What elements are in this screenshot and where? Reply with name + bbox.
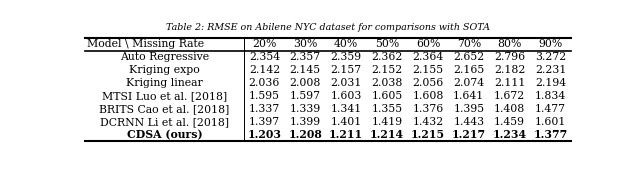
Text: CDSA (ours): CDSA (ours) [127, 129, 202, 140]
Text: 2.359: 2.359 [331, 52, 362, 62]
Text: 2.074: 2.074 [453, 78, 484, 88]
Text: Kriging expo: Kriging expo [129, 65, 200, 75]
Text: 1.419: 1.419 [371, 117, 403, 127]
Text: 1.355: 1.355 [371, 104, 403, 114]
Text: 50%: 50% [375, 39, 399, 49]
Text: 2.182: 2.182 [494, 65, 525, 75]
Text: 80%: 80% [497, 39, 522, 49]
Text: 1.215: 1.215 [411, 129, 445, 140]
Text: BRITS Cao et al. [2018]: BRITS Cao et al. [2018] [99, 104, 230, 114]
Text: 2.008: 2.008 [289, 78, 321, 88]
Text: 1.603: 1.603 [330, 91, 362, 101]
Text: 2.056: 2.056 [412, 78, 444, 88]
Text: 2.038: 2.038 [371, 78, 403, 88]
Text: 1.601: 1.601 [535, 117, 566, 127]
Text: 1.595: 1.595 [249, 91, 280, 101]
Text: 2.165: 2.165 [453, 65, 484, 75]
Text: 2.152: 2.152 [371, 65, 403, 75]
Text: 1.443: 1.443 [453, 117, 484, 127]
Text: 2.652: 2.652 [453, 52, 484, 62]
Text: Auto Regressive: Auto Regressive [120, 52, 209, 62]
Text: 1.459: 1.459 [494, 117, 525, 127]
Text: 1.401: 1.401 [330, 117, 362, 127]
Text: DCRNN Li et al. [2018]: DCRNN Li et al. [2018] [100, 117, 229, 127]
Text: 2.364: 2.364 [412, 52, 444, 62]
Text: 2.155: 2.155 [412, 65, 444, 75]
Text: 3.272: 3.272 [535, 52, 566, 62]
Text: 30%: 30% [293, 39, 317, 49]
Text: 1.217: 1.217 [452, 129, 486, 140]
Text: 70%: 70% [457, 39, 481, 49]
Text: 2.357: 2.357 [290, 52, 321, 62]
Text: 2.036: 2.036 [249, 78, 280, 88]
Text: 1.477: 1.477 [535, 104, 566, 114]
Text: 1.597: 1.597 [290, 91, 321, 101]
Text: 1.641: 1.641 [453, 91, 484, 101]
Text: 1.341: 1.341 [330, 104, 362, 114]
Text: 1.376: 1.376 [412, 104, 444, 114]
Text: 1.211: 1.211 [329, 129, 364, 140]
Text: 1.339: 1.339 [290, 104, 321, 114]
Text: 1.395: 1.395 [453, 104, 484, 114]
Text: 40%: 40% [334, 39, 358, 49]
Text: 1.834: 1.834 [535, 91, 566, 101]
Text: 1.234: 1.234 [493, 129, 527, 140]
Text: 2.145: 2.145 [290, 65, 321, 75]
Text: 1.337: 1.337 [249, 104, 280, 114]
Text: 1.432: 1.432 [412, 117, 444, 127]
Text: 1.208: 1.208 [289, 129, 322, 140]
Text: Kriging linear: Kriging linear [126, 78, 203, 88]
Text: 2.157: 2.157 [331, 65, 362, 75]
Text: MTSI Luo et al. [2018]: MTSI Luo et al. [2018] [102, 91, 227, 101]
Text: 1.203: 1.203 [248, 129, 282, 140]
Text: 2.194: 2.194 [535, 78, 566, 88]
Text: 1.397: 1.397 [249, 117, 280, 127]
Text: 2.142: 2.142 [249, 65, 280, 75]
Text: 2.354: 2.354 [249, 52, 280, 62]
Text: 1.214: 1.214 [370, 129, 404, 140]
Text: 1.605: 1.605 [371, 91, 403, 101]
Text: 1.408: 1.408 [494, 104, 525, 114]
Text: 20%: 20% [252, 39, 276, 49]
Text: 1.672: 1.672 [494, 91, 525, 101]
Text: Table 2: RMSE on Abilene NYC dataset for comparisons with SOTA: Table 2: RMSE on Abilene NYC dataset for… [166, 23, 490, 32]
Text: 1.377: 1.377 [534, 129, 568, 140]
Text: 2.796: 2.796 [494, 52, 525, 62]
Text: 90%: 90% [538, 39, 563, 49]
Text: 2.031: 2.031 [330, 78, 362, 88]
Text: 60%: 60% [416, 39, 440, 49]
Text: 1.399: 1.399 [290, 117, 321, 127]
Text: 1.608: 1.608 [412, 91, 444, 101]
Text: 2.362: 2.362 [371, 52, 403, 62]
Text: 2.111: 2.111 [494, 78, 525, 88]
Text: 2.231: 2.231 [535, 65, 566, 75]
Text: Model \ Missing Rate: Model \ Missing Rate [88, 39, 205, 49]
